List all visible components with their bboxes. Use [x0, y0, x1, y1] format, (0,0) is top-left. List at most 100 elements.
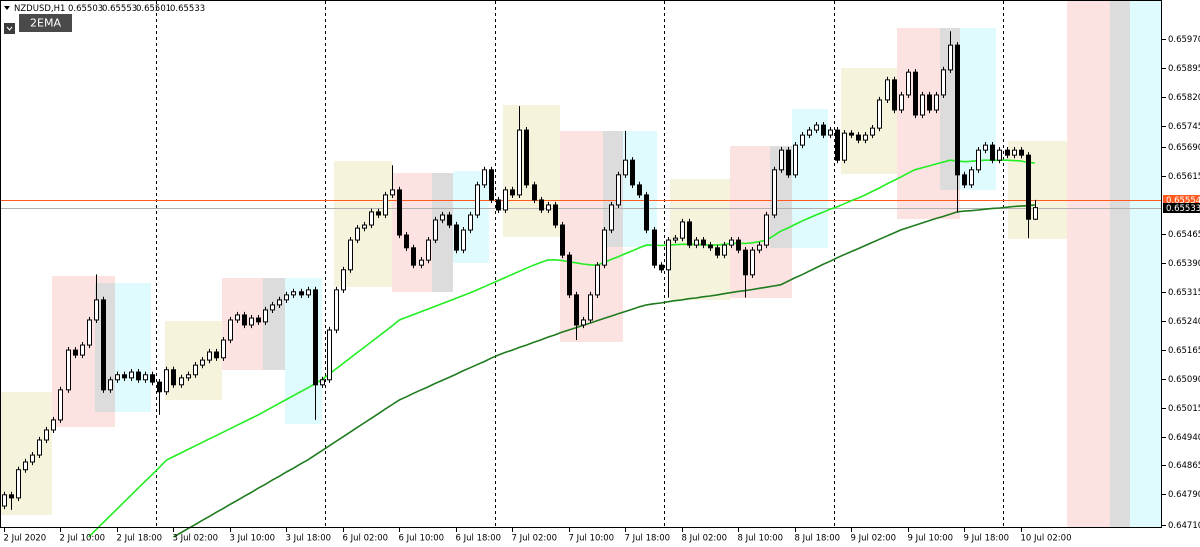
candle-body [772, 169, 777, 216]
candle-body [426, 239, 431, 261]
high-price: 0.65553 [102, 4, 137, 14]
candle-body [369, 211, 374, 226]
indicator-button[interactable] [19, 14, 72, 32]
open-price: 0.65503 [68, 4, 103, 14]
candle-body [680, 221, 685, 239]
x-tick-label: 8 Jul 02:00 [682, 534, 728, 544]
candle-body [877, 99, 882, 129]
x-tick-label: 6 Jul 10:00 [399, 534, 445, 544]
candle-body [997, 149, 1002, 161]
candle-body [553, 204, 558, 226]
candle-body [101, 299, 106, 391]
candle-body [348, 239, 353, 271]
price-tag [1163, 203, 1200, 213]
candle-body [920, 94, 925, 116]
session-box [0, 392, 52, 515]
candle-body [16, 469, 21, 499]
y-tick-label: 0.65390 [1168, 259, 1200, 269]
candle-body [948, 44, 953, 71]
candle-body [419, 259, 424, 266]
plot [0, 1, 1162, 538]
candle-body [814, 124, 819, 131]
x-tick-label: 9 Jul 18:00 [964, 534, 1010, 544]
plot-border [0, 0, 1162, 528]
candle-body [609, 204, 614, 231]
candle-body [927, 94, 932, 111]
candle-body [171, 369, 176, 386]
y-tick-label: 0.65090 [1168, 375, 1200, 385]
session-box [165, 321, 222, 400]
candle-body [743, 249, 748, 276]
candle-body [242, 314, 247, 326]
candle-body [447, 214, 452, 226]
candle-body [990, 144, 995, 161]
candle-body [313, 289, 318, 386]
candle-body [200, 359, 205, 366]
candle-body [842, 132, 847, 161]
y-tick-label: 0.64710 [1168, 521, 1200, 531]
candle-body [581, 319, 586, 326]
candle-body [602, 229, 607, 266]
y-tick-label: 0.65970 [1168, 35, 1200, 45]
collapse-icon [6, 26, 13, 31]
candle-body [828, 129, 833, 136]
candle-body [524, 129, 529, 186]
candle-body [962, 174, 967, 186]
candle-body [214, 351, 219, 359]
candle-body [885, 79, 890, 101]
y-tick-label: 0.65465 [1168, 230, 1200, 240]
candle-body [440, 214, 445, 221]
candle-body [496, 199, 501, 211]
x-tick-label: 2 Jul 18:00 [117, 534, 163, 544]
candle-body [207, 351, 212, 361]
candle-body [221, 339, 226, 359]
candle-body [722, 244, 727, 256]
menu-arrow[interactable] [4, 6, 10, 10]
candle-body [616, 174, 621, 206]
ema-line [88, 159, 1035, 538]
candle-body [157, 381, 162, 393]
candle-body [306, 289, 311, 296]
candle-body [475, 184, 480, 216]
candle-body [44, 429, 49, 441]
session-box [1008, 141, 1067, 239]
candle-body [906, 71, 911, 96]
candle-body [793, 144, 798, 176]
candle-body [821, 124, 826, 136]
candle-body [341, 269, 346, 291]
x-tick-label: 3 Jul 18:00 [286, 534, 332, 544]
candle-body [143, 374, 148, 381]
candle-body [108, 379, 113, 391]
session-box [603, 131, 623, 247]
session-box [263, 278, 285, 370]
candle-body [623, 159, 628, 176]
indicator-button-label: 2EMA [30, 17, 61, 30]
collapse-button[interactable] [4, 23, 15, 34]
candle-body [560, 224, 565, 256]
candle-body [652, 229, 657, 266]
candle-body [786, 149, 791, 176]
candle-body [546, 204, 551, 211]
candle-body [750, 249, 755, 276]
candle-body [299, 291, 304, 296]
candle-body [574, 294, 579, 326]
candle-body [277, 299, 282, 306]
candle-body [764, 214, 769, 246]
y-tick-label: 0.64865 [1168, 461, 1200, 471]
candle-body [567, 254, 572, 296]
candle-body [179, 377, 184, 386]
x-tick-label: 3 Jul 02:00 [173, 534, 219, 544]
candle-body [58, 389, 63, 421]
candle-body [729, 239, 734, 246]
candle-body [482, 169, 487, 186]
candle-body [736, 239, 741, 251]
chart-title: NZDUSD,H1 [14, 4, 65, 14]
candle-body [595, 264, 600, 296]
candle-body [969, 169, 974, 186]
x-tick-label: 6 Jul 18:00 [456, 534, 502, 544]
candle-body [73, 349, 78, 356]
candle-body [892, 79, 897, 111]
candle-body [270, 304, 275, 311]
candle-body [454, 224, 459, 251]
y-tick-label: 0.64790 [1168, 490, 1200, 500]
